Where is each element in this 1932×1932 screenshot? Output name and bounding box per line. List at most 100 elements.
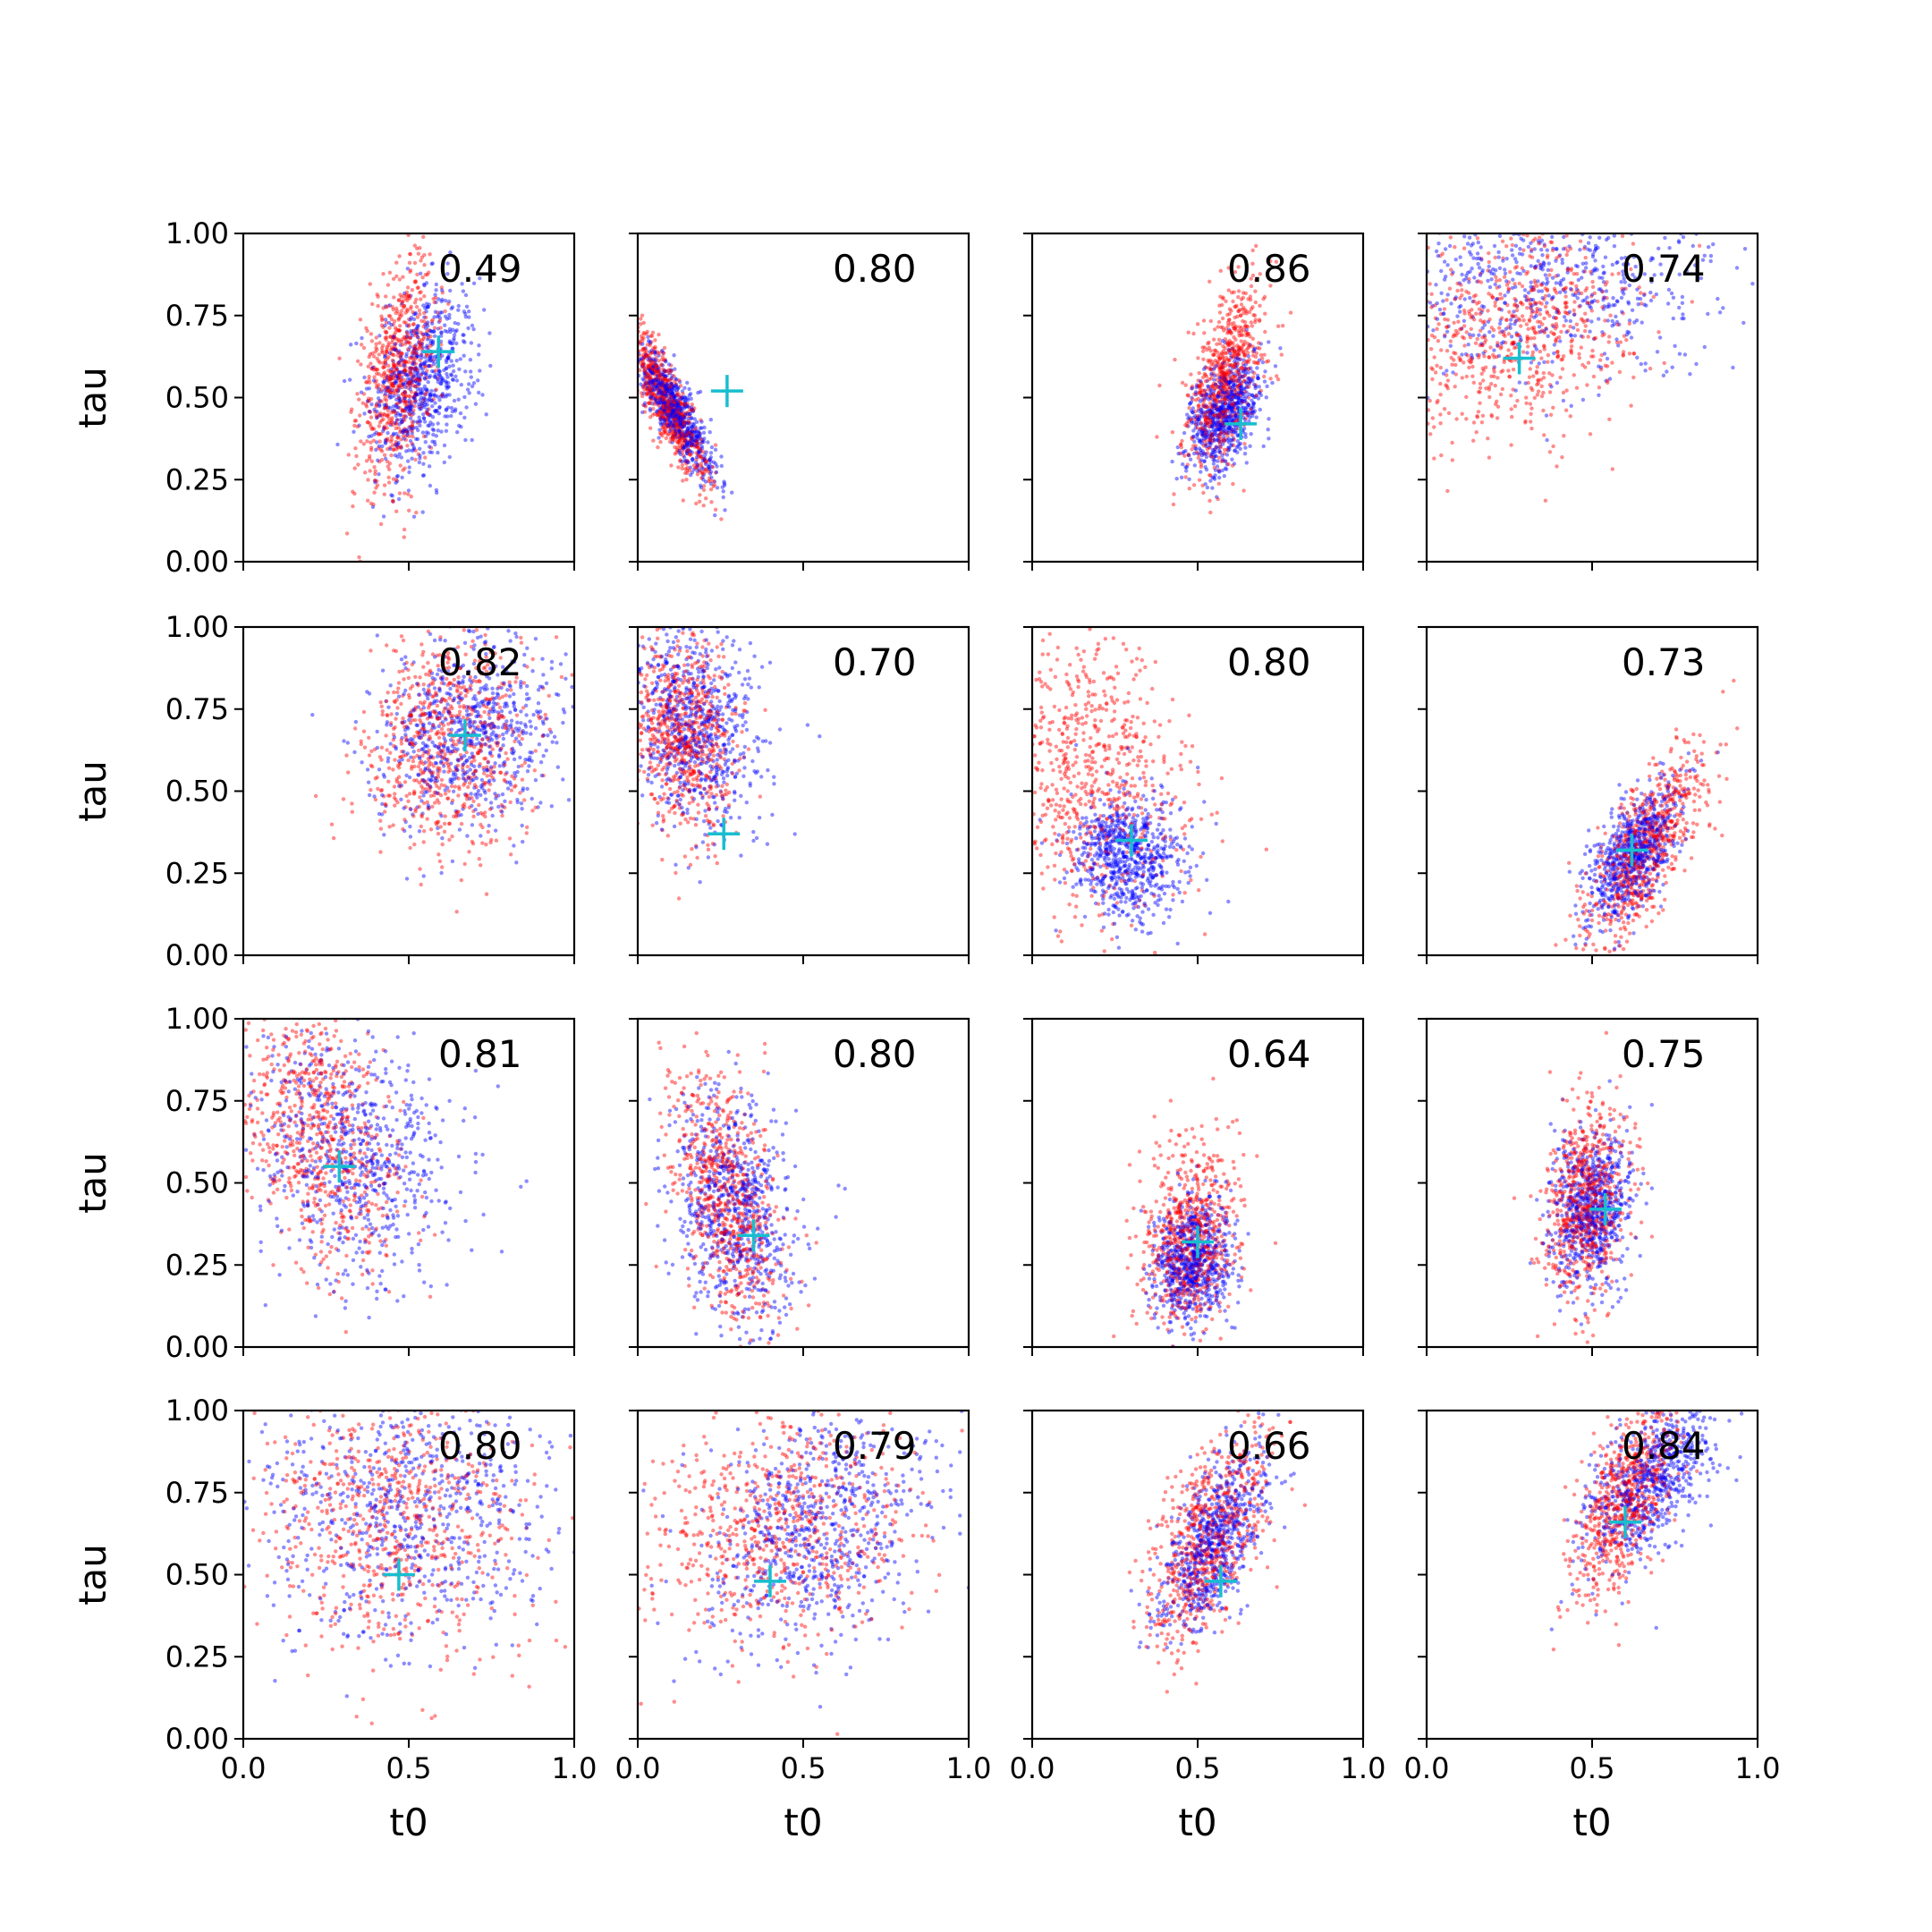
red-point	[1453, 362, 1458, 368]
blue-point	[422, 361, 427, 366]
red-point	[673, 422, 678, 427]
red-point	[677, 377, 682, 383]
red-point	[400, 385, 405, 390]
red-point	[375, 384, 379, 388]
blue-point	[1614, 260, 1619, 266]
blue-point	[673, 407, 677, 411]
red-point	[675, 445, 680, 450]
red-point	[1558, 375, 1563, 380]
red-point	[427, 270, 431, 275]
blue-point	[687, 444, 691, 448]
blue-point	[649, 378, 654, 383]
red-point	[406, 347, 411, 352]
blue-point	[1220, 390, 1224, 395]
red-point	[648, 396, 654, 401]
red-point	[402, 372, 407, 377]
red-point	[666, 399, 671, 404]
blue-point	[658, 417, 663, 422]
red-point	[1218, 268, 1224, 273]
red-point	[422, 263, 427, 267]
red-point	[383, 386, 387, 390]
red-point	[657, 369, 661, 374]
blue-point	[688, 433, 692, 437]
blue-point	[687, 421, 692, 426]
blue-point	[396, 434, 401, 439]
blue-point	[1247, 376, 1252, 381]
blue-point	[688, 428, 692, 432]
red-point	[394, 306, 399, 310]
blue-point	[657, 391, 661, 395]
red-point	[1487, 250, 1491, 256]
blue-point	[1239, 384, 1243, 388]
blue-point	[409, 316, 414, 320]
blue-point	[1239, 388, 1244, 393]
red-point	[657, 403, 661, 408]
red-point	[424, 321, 429, 326]
red-point	[1263, 311, 1267, 316]
red-point	[641, 347, 647, 352]
blue-point	[399, 370, 403, 375]
blue-point	[707, 466, 712, 471]
red-point	[678, 445, 682, 451]
red-point	[361, 392, 367, 396]
blue-point	[1439, 291, 1444, 295]
red-point	[1242, 442, 1247, 446]
blue-point	[1213, 429, 1217, 434]
blue-point	[383, 456, 388, 461]
red-point	[1236, 348, 1241, 352]
red-point	[416, 346, 421, 351]
red-point	[383, 360, 387, 365]
red-point	[1155, 435, 1159, 439]
blue-point	[1233, 413, 1238, 418]
red-point	[648, 377, 653, 382]
blue-point	[445, 371, 449, 377]
red-point	[1478, 390, 1482, 394]
red-point	[397, 400, 402, 404]
blue-point	[675, 410, 680, 414]
red-point	[666, 403, 672, 408]
red-point	[679, 412, 684, 418]
red-point	[1446, 411, 1452, 416]
blue-point	[665, 392, 670, 396]
red-point	[391, 361, 396, 367]
red-point	[1224, 326, 1229, 331]
blue-point	[695, 434, 699, 438]
blue-point	[411, 351, 416, 355]
blue-point	[696, 437, 700, 442]
blue-point	[662, 420, 667, 426]
red-point	[662, 402, 666, 406]
red-point	[396, 363, 401, 368]
blue-point	[454, 328, 459, 333]
red-point	[1253, 289, 1258, 293]
red-point	[642, 368, 648, 372]
blue-point	[1197, 446, 1202, 451]
red-point	[397, 405, 402, 410]
blue-point	[654, 362, 658, 367]
blue-point	[678, 406, 682, 411]
red-point	[439, 393, 444, 398]
red-point	[391, 384, 396, 389]
blue-point	[419, 391, 423, 395]
blue-point	[438, 377, 444, 382]
red-point	[654, 395, 658, 400]
blue-point	[1200, 428, 1206, 434]
red-point	[686, 419, 691, 423]
blue-point	[1216, 413, 1221, 419]
blue-point	[663, 402, 667, 406]
blue-point	[387, 405, 393, 411]
red-point	[384, 349, 389, 354]
blue-point	[656, 384, 660, 388]
blue-point	[680, 414, 684, 419]
blue-point	[673, 394, 678, 400]
red-point	[1254, 394, 1258, 398]
blue-point	[1208, 409, 1213, 413]
red-point	[388, 377, 393, 382]
red-point	[661, 383, 665, 388]
blue-point	[1434, 283, 1438, 287]
blue-point	[1476, 261, 1480, 267]
blue-point	[660, 406, 665, 411]
blue-point	[1213, 453, 1217, 459]
red-point	[397, 277, 402, 282]
blue-point	[402, 363, 406, 369]
blue-point	[689, 431, 693, 436]
